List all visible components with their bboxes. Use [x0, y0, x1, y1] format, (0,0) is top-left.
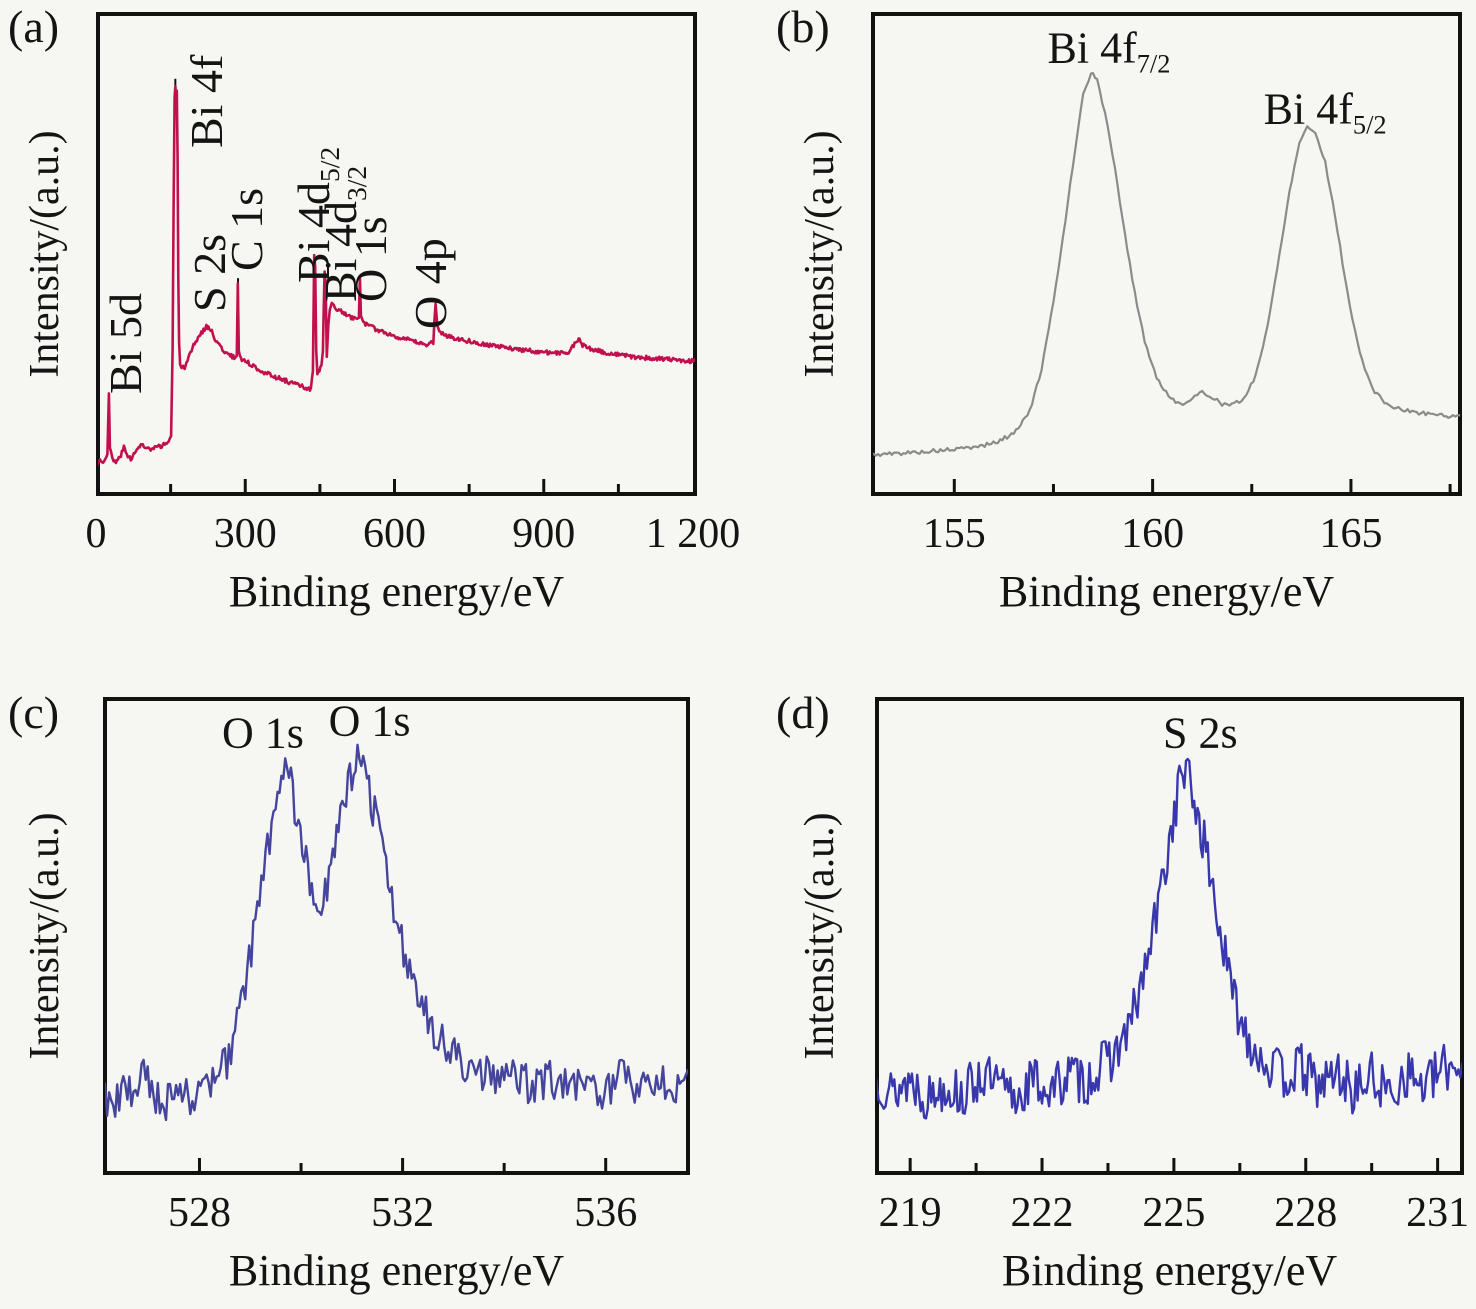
panel-letter: (b) — [776, 1, 830, 52]
panel-letter: (d) — [776, 687, 830, 738]
y-axis-label: Intensity/(a.u.) — [797, 812, 843, 1060]
panel-letter: (c) — [8, 687, 60, 738]
tick-label: 228 — [1274, 1190, 1338, 1236]
tick-label: 231 — [1406, 1190, 1470, 1236]
panel-letter: (a) — [8, 1, 60, 52]
y-axis-label: Intensity/(a.u.) — [797, 130, 843, 378]
tick-label: 532 — [371, 1190, 435, 1236]
tick-label: 155 — [922, 511, 986, 557]
survey-spectrum-plot — [96, 12, 697, 496]
tick-label: 600 — [363, 511, 426, 557]
x-axis-label: Binding energy/eV — [998, 567, 1335, 616]
tick-label: 225 — [1142, 1190, 1206, 1236]
peak-label: Bi 5d — [99, 293, 151, 395]
tick-label: 536 — [574, 1190, 638, 1236]
peak-label: Bi 4f7/2 — [1047, 23, 1171, 79]
peak-label: O 1s — [328, 696, 411, 746]
tick-label: 1 200 — [645, 511, 741, 557]
tick-label: 528 — [167, 1190, 231, 1236]
x-axis-label: Binding energy/eV — [228, 567, 565, 616]
peak-label: Bi 4f5/2 — [1263, 84, 1387, 140]
tick-label: 165 — [1319, 511, 1383, 557]
peak-label: S 2s — [1162, 708, 1238, 758]
y-axis-label: Intensity/(a.u.) — [22, 812, 68, 1060]
tick-label: 222 — [1010, 1190, 1074, 1236]
tick-label: 219 — [878, 1190, 942, 1236]
peak-label: O 1s — [345, 216, 397, 303]
tick-label: 900 — [512, 511, 576, 557]
x-axis-label: Binding energy/eV — [1001, 1246, 1338, 1295]
tick-label: 300 — [213, 511, 277, 557]
s2s-spectrum-plot — [875, 697, 1464, 1175]
peak-label: O 1s — [221, 708, 304, 758]
peak-label: O 4p — [404, 238, 456, 330]
tick-label: 160 — [1121, 511, 1185, 557]
bi4f-spectrum-plot — [871, 12, 1462, 496]
peak-label: Bi 4f — [180, 54, 232, 148]
peak-label: C 1s — [220, 187, 272, 271]
o1s-spectrum-plot — [103, 697, 690, 1175]
y-axis-label: Intensity/(a.u.) — [22, 130, 68, 378]
tick-label: 0 — [85, 511, 107, 557]
x-axis-label: Binding energy/eV — [228, 1246, 565, 1295]
